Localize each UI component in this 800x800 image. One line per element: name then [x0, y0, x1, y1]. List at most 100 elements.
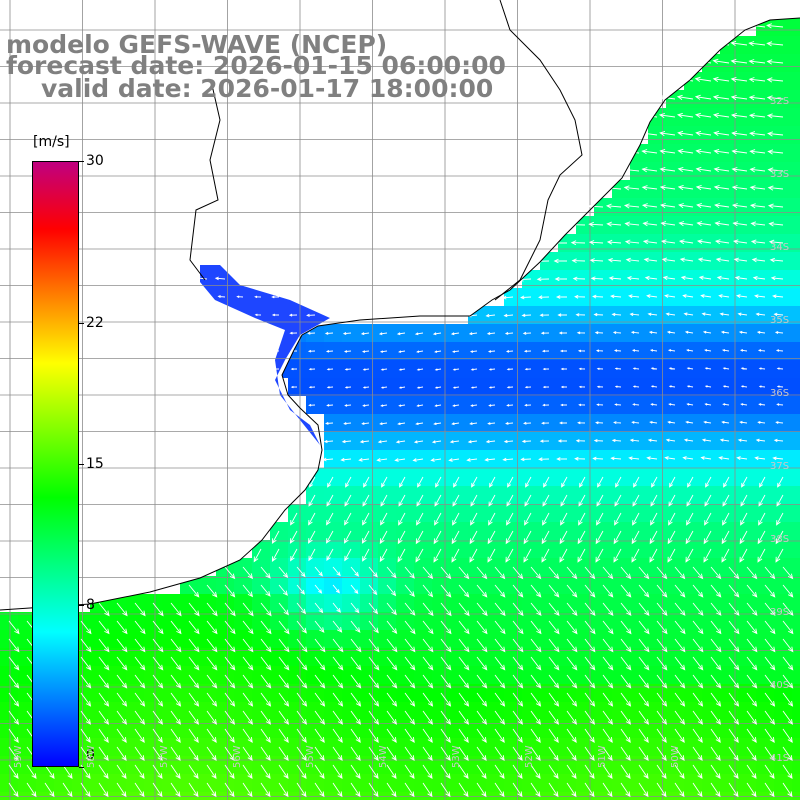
wind-arrow	[344, 368, 352, 371]
wind-arrow	[422, 764, 433, 780]
wind-arrow	[661, 257, 676, 263]
wind-arrow	[638, 692, 650, 707]
wind-arrow	[206, 728, 217, 743]
wind-arrow	[683, 312, 694, 316]
wind-arrow	[512, 620, 524, 635]
wind-arrow	[350, 656, 362, 671]
wind-arrow	[632, 512, 640, 526]
wind-arrow	[368, 782, 379, 798]
wind-arrow	[378, 332, 388, 336]
wind-arrow	[326, 494, 334, 507]
wind-arrow	[188, 584, 200, 598]
wind-arrow	[224, 728, 235, 743]
wind-arrow	[494, 656, 506, 671]
wind-arrow	[776, 403, 784, 406]
wind-arrow	[505, 530, 514, 545]
wind-arrow	[558, 331, 567, 335]
wind-arrow	[332, 728, 343, 743]
wind-arrow	[548, 692, 560, 707]
wind-arrow	[772, 456, 784, 461]
wind-arrow	[606, 221, 622, 227]
wind-arrow	[386, 728, 397, 743]
wind-arrow	[433, 530, 442, 545]
wind-arrow	[530, 620, 542, 635]
wind-arrow	[386, 656, 398, 671]
wind-arrow	[8, 638, 20, 653]
wind-arrow	[506, 494, 514, 507]
land-area	[0, 0, 800, 610]
wind-arrow	[721, 548, 730, 563]
wind-arrow	[434, 404, 442, 407]
wind-arrow	[521, 439, 532, 444]
wind-arrow	[521, 313, 532, 318]
wind-arrow	[98, 710, 110, 725]
wind-arrow	[728, 584, 740, 598]
latitude-label: 32S	[770, 96, 790, 107]
wind-arrow	[602, 746, 613, 761]
wind-speed-cell	[162, 792, 180, 800]
wind-arrow	[260, 566, 271, 579]
wind-arrow	[26, 782, 37, 798]
wind-arrow	[584, 728, 595, 743]
wind-arrow	[766, 95, 784, 101]
wind-arrow	[350, 638, 362, 653]
wind-arrow	[296, 782, 307, 798]
wind-arrow	[712, 58, 730, 64]
wind-arrow	[656, 710, 668, 725]
forecast-date: forecast date: 2026-01-15 06:00:00	[6, 51, 506, 80]
wind-arrow	[557, 313, 567, 317]
wind-arrow	[674, 584, 686, 598]
wind-arrow	[260, 746, 271, 761]
wind-arrow	[278, 638, 290, 653]
wind-arrow	[452, 386, 460, 389]
wind-arrow	[525, 476, 532, 488]
wind-arrow	[669, 476, 676, 488]
wind-arrow	[578, 494, 586, 507]
wind-arrow	[574, 456, 586, 461]
wind-arrow	[685, 530, 694, 545]
wind-arrow	[476, 602, 488, 617]
wind-arrow	[682, 294, 694, 298]
wind-arrow	[695, 130, 712, 136]
wind-arrow	[694, 58, 712, 64]
wind-arrow	[413, 440, 424, 444]
wind-arrow	[728, 566, 740, 580]
wind-arrow	[710, 566, 722, 580]
wind-arrow	[458, 566, 470, 580]
wind-arrow	[433, 548, 442, 563]
wind-arrow	[626, 275, 640, 281]
wind-arrow	[548, 710, 560, 725]
wind-arrow	[764, 746, 775, 761]
wind-arrow	[620, 728, 631, 743]
wind-arrow	[432, 332, 442, 336]
wind-arrow	[602, 692, 614, 707]
wind-arrow	[542, 512, 550, 526]
wind-arrow	[703, 420, 712, 424]
wind-speed-cell	[792, 306, 800, 324]
wind-arrow	[602, 782, 613, 798]
wind-arrow	[271, 530, 280, 545]
wind-arrow	[325, 530, 334, 544]
wind-arrow	[571, 258, 586, 264]
wind-arrow	[692, 620, 704, 635]
wind-arrow	[278, 566, 289, 578]
wind-speed-cell	[792, 144, 800, 162]
wind-arrow	[674, 674, 686, 689]
wind-arrow	[494, 602, 506, 617]
wind-speed-cell	[792, 684, 800, 702]
wind-arrow	[242, 782, 253, 798]
wind-arrow	[326, 386, 334, 389]
wind-arrow	[386, 710, 398, 725]
wind-arrow	[713, 184, 730, 191]
wind-arrow	[376, 458, 388, 462]
wind-arrow	[504, 331, 514, 335]
wind-arrow	[322, 457, 334, 462]
colorbar	[32, 161, 79, 767]
wind-arrow	[602, 602, 614, 617]
wind-arrow	[704, 349, 712, 352]
land-mask	[0, 0, 800, 610]
wind-arrow	[440, 782, 451, 798]
wind-arrow	[746, 764, 757, 780]
wind-arrow	[488, 368, 496, 371]
wind-arrow	[288, 313, 298, 317]
